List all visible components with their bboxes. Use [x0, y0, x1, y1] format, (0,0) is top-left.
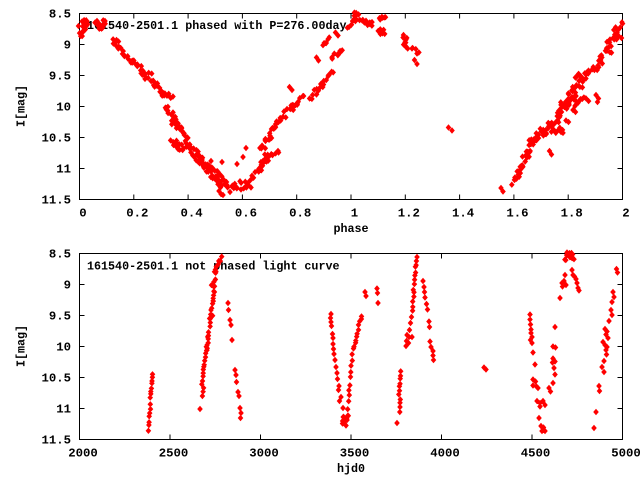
svg-text:11: 11	[56, 163, 71, 177]
svg-text:10: 10	[56, 101, 71, 115]
svg-text:hjd0: hjd0	[337, 462, 365, 476]
svg-text:10.5: 10.5	[41, 132, 71, 146]
svg-text:9: 9	[64, 39, 71, 53]
svg-text:0: 0	[79, 207, 86, 221]
svg-text:1.6: 1.6	[506, 207, 528, 221]
svg-text:I[mag]: I[mag]	[15, 85, 29, 127]
svg-text:3500: 3500	[340, 447, 370, 461]
svg-text:11.5: 11.5	[41, 194, 71, 208]
svg-text:1.8: 1.8	[561, 207, 583, 221]
svg-text:0.6: 0.6	[235, 207, 257, 221]
svg-text:I[mag]: I[mag]	[15, 325, 29, 367]
svg-text:4000: 4000	[430, 447, 460, 461]
svg-text:1.2: 1.2	[398, 207, 420, 221]
svg-text:9.5: 9.5	[49, 310, 71, 324]
svg-text:11: 11	[56, 403, 71, 417]
svg-text:3000: 3000	[249, 447, 279, 461]
svg-text:9.5: 9.5	[49, 70, 71, 84]
svg-text:2: 2	[622, 207, 629, 221]
svg-text:5000: 5000	[611, 447, 640, 461]
svg-text:2500: 2500	[159, 447, 189, 461]
svg-text:8.5: 8.5	[49, 8, 71, 22]
svg-text:4500: 4500	[521, 447, 551, 461]
svg-text:1: 1	[351, 207, 358, 221]
svg-text:2000: 2000	[68, 447, 98, 461]
svg-text:161540-2501.1 not phased light: 161540-2501.1 not phased light curve	[87, 260, 340, 274]
svg-text:9: 9	[64, 279, 71, 293]
svg-text:11.5: 11.5	[41, 434, 71, 448]
svg-text:phase: phase	[333, 222, 368, 236]
svg-text:1.4: 1.4	[452, 207, 475, 221]
svg-text:0.4: 0.4	[181, 207, 204, 221]
svg-text:0.8: 0.8	[289, 207, 311, 221]
svg-text:10: 10	[56, 341, 71, 355]
svg-text:10.5: 10.5	[41, 372, 71, 386]
svg-text:161540-2501.1 phased with P=27: 161540-2501.1 phased with P=276.00day	[87, 19, 347, 33]
svg-text:0.2: 0.2	[126, 207, 148, 221]
svg-text:8.5: 8.5	[49, 248, 71, 262]
